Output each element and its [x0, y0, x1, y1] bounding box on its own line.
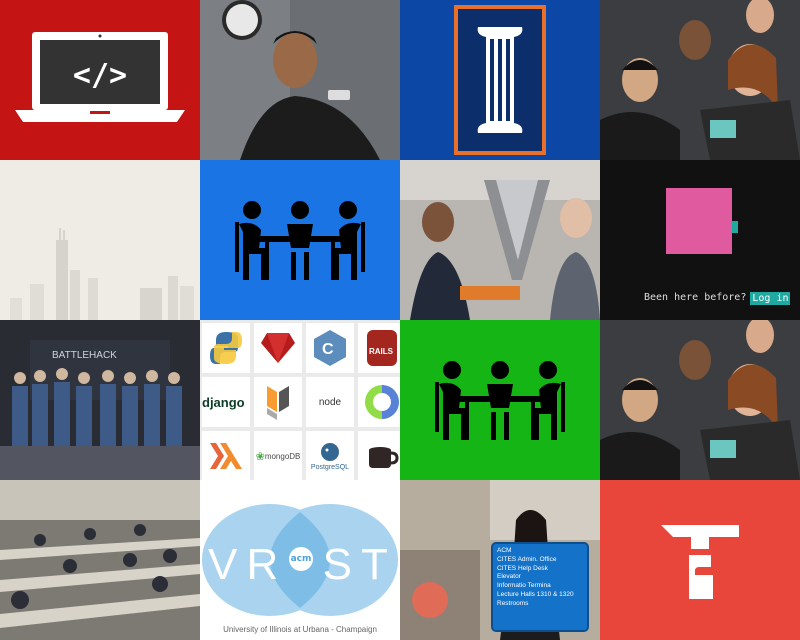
- hammer-t-logo: [661, 525, 739, 599]
- svg-text:BATTLEHACK: BATTLEHACK: [52, 350, 117, 361]
- directions-sign: ACM CITES Admin. Office CITES Help Desk …: [493, 544, 587, 630]
- sign-line: Informatio Termina: [497, 582, 551, 590]
- tile-laptop-code[interactable]: </>: [0, 0, 200, 160]
- rails-logo: RAILS: [358, 323, 400, 373]
- tile-been-here-before[interactable]: Been here before? Log in: [600, 160, 800, 320]
- ruby-logo: [254, 323, 302, 373]
- acm-badge: acm: [289, 547, 313, 571]
- vrost-wordmark: V R S T: [208, 540, 392, 590]
- tile-illinois-logo[interactable]: [400, 0, 600, 160]
- coffeescript-logo: [358, 431, 400, 480]
- vrost-letter: V: [208, 540, 242, 589]
- sign-line: CITES Admin. Office: [497, 555, 557, 563]
- code-symbol: </>: [72, 58, 128, 93]
- tile-vrost[interactable]: V R S T acm University of Illinois at Ur…: [200, 480, 400, 640]
- photo-group-laptop-2[interactable]: [600, 320, 800, 480]
- hive-logo: [254, 377, 302, 427]
- photo-scene: [400, 160, 600, 320]
- been-here-text: Been here before?: [644, 292, 747, 303]
- cpp-logo: C: [306, 323, 354, 373]
- clojure-logo: [358, 377, 400, 427]
- tile-meeting-green[interactable]: [400, 320, 600, 480]
- vrost-subtitle: University of Illinois at Urbana - Champ…: [223, 625, 377, 634]
- sign-line: Elevator: [497, 573, 521, 581]
- photo-student-with-sign[interactable]: ACM CITES Admin. Office CITES Help Desk …: [400, 480, 600, 640]
- sign-line: ACM: [497, 547, 512, 554]
- photo-group-laptop[interactable]: [600, 0, 800, 160]
- meeting-table-icon: [235, 201, 365, 280]
- laptop-code-icon: [15, 32, 185, 122]
- django-logo: django: [202, 377, 250, 427]
- sign-line: Restrooms: [497, 599, 529, 607]
- photo-chicago-skyline[interactable]: [0, 160, 200, 320]
- postgresql-text: PostgreSQL: [310, 463, 350, 471]
- postgresql-elephant-logo: [321, 442, 339, 461]
- photo-trophy[interactable]: [400, 160, 600, 320]
- photo-scene: [600, 0, 800, 160]
- sign-line: Lecture Halls 1310 & 1320: [497, 590, 574, 598]
- tile-tech-logos[interactable]: C RAILS django node ❀ mongoDB PostgreSQL: [200, 320, 400, 480]
- postgresql-logo: PostgreSQL: [306, 431, 354, 480]
- python-logo: [202, 323, 250, 373]
- vrost-logo: [202, 504, 398, 616]
- sign-line: CITES Help Desk: [497, 564, 548, 572]
- mongodb-logo: ❀ mongoDB: [254, 431, 302, 480]
- tile-meeting[interactable]: [200, 160, 400, 320]
- photo-scene: BATTLEHACK: [0, 320, 200, 480]
- tile-hammer[interactable]: [600, 480, 800, 640]
- photo-scene: [0, 480, 200, 640]
- illinois-i-logo: [454, 5, 546, 155]
- photo-classroom[interactable]: [0, 480, 200, 640]
- meeting-table-icon: [435, 361, 565, 440]
- pink-square-icon: [666, 188, 738, 254]
- photo-scene: [600, 320, 800, 480]
- svg-text:C: C: [322, 341, 334, 358]
- node-logo: node: [306, 377, 354, 427]
- vrost-letter: S: [322, 540, 356, 589]
- haskell-logo: [202, 431, 250, 480]
- svg-text:RAILS: RAILS: [369, 347, 394, 356]
- photo-smiling-student[interactable]: [200, 0, 400, 160]
- mongodb-text: mongoDB: [264, 451, 301, 461]
- photo-scene: [0, 160, 200, 320]
- login-prompt: Been here before? Log in: [644, 292, 791, 305]
- mongodb-leaf-logo: ❀: [255, 450, 265, 463]
- vrost-letter: R: [246, 540, 283, 589]
- photo-battlehack-team[interactable]: BATTLEHACK: [0, 320, 200, 480]
- login-link[interactable]: Log in: [750, 292, 791, 305]
- vrost-letter: T: [361, 540, 392, 589]
- photo-scene: [200, 0, 400, 160]
